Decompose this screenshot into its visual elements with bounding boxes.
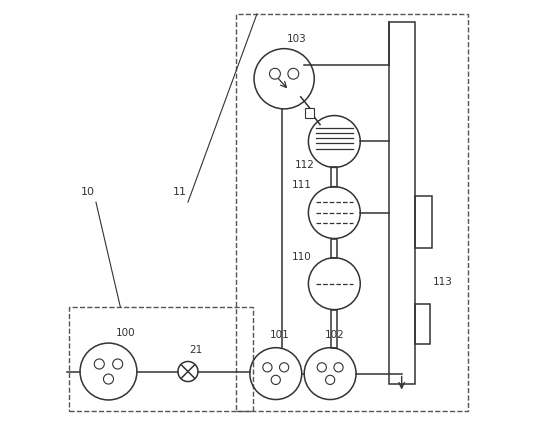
Text: 112: 112 xyxy=(295,160,315,170)
Text: 100: 100 xyxy=(115,328,135,338)
Text: 21: 21 xyxy=(190,345,203,355)
Bar xyxy=(69,306,253,411)
Text: 103: 103 xyxy=(287,34,307,44)
Bar xyxy=(236,14,468,411)
Bar xyxy=(414,304,430,344)
Bar xyxy=(305,108,314,118)
Bar xyxy=(331,168,337,187)
Text: 11: 11 xyxy=(172,187,186,197)
Bar xyxy=(414,196,432,248)
Bar xyxy=(331,239,337,258)
Text: 10: 10 xyxy=(80,187,94,197)
Text: 113: 113 xyxy=(433,277,453,287)
Text: 101: 101 xyxy=(270,330,290,340)
Bar xyxy=(389,22,414,384)
Bar xyxy=(331,309,337,348)
Text: 111: 111 xyxy=(292,181,312,190)
Text: 102: 102 xyxy=(324,330,344,340)
Text: 110: 110 xyxy=(292,251,312,261)
